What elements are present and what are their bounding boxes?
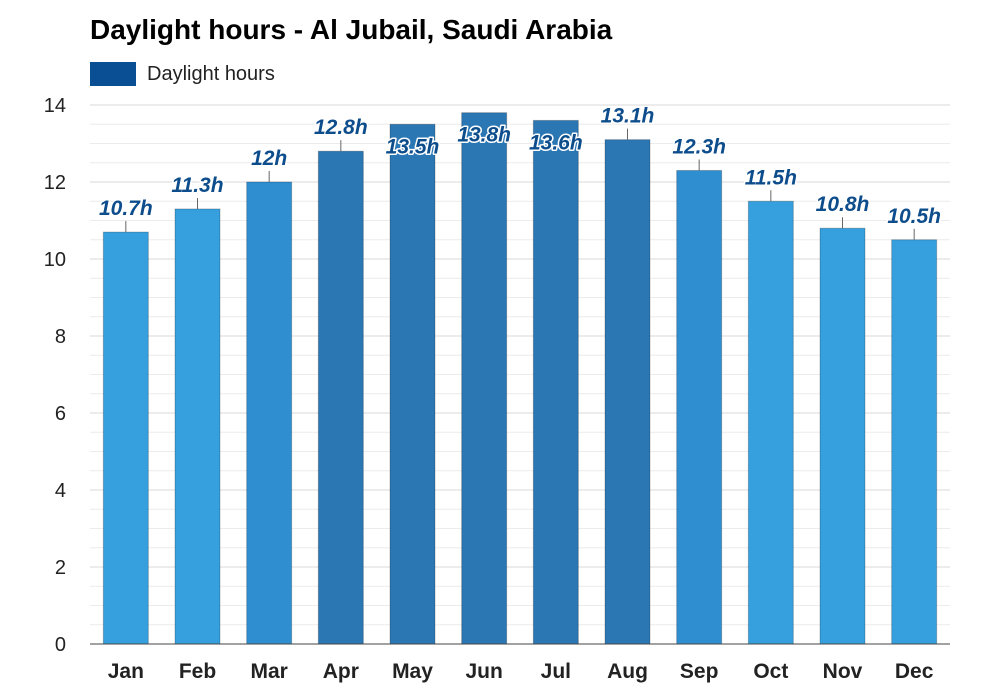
data-label: 13.5h: [386, 135, 440, 158]
x-tick-label: Feb: [179, 660, 216, 683]
x-tick-label: Sep: [680, 660, 719, 683]
data-labels: 10.7h 11.3h 12h 12.8h 13.5h 13.8h 13.6h 13.1h 12…: [97, 103, 943, 240]
data-label: 12.3h: [672, 135, 726, 158]
data-label: 12.8h: [314, 116, 368, 139]
x-tick-label: Jan: [108, 660, 144, 683]
data-label: 10.8h: [816, 193, 870, 216]
y-tick-label: 0: [55, 634, 66, 656]
legend: Daylight hours: [90, 61, 275, 87]
bar-apr: [317, 150, 364, 645]
x-tick-label: Aug: [607, 660, 648, 683]
bar-sep: [676, 169, 723, 645]
bar-oct: [747, 200, 794, 645]
bar-mar: [246, 181, 293, 645]
x-tick-label: Nov: [823, 660, 863, 683]
chart-title: Daylight hours - Al Jubail, Saudi Arabia: [90, 14, 613, 45]
data-label: 10.5h: [887, 205, 941, 228]
data-label: 13.6h: [529, 131, 583, 154]
x-tick-label: May: [392, 660, 433, 683]
y-tick-label: 6: [55, 403, 66, 425]
bar-jun: [461, 112, 508, 645]
x-tick-label: Jul: [541, 660, 571, 683]
data-label: 13.8h: [457, 124, 511, 147]
bar-jul: [532, 119, 579, 645]
data-label: 13.1h: [601, 105, 655, 128]
data-label: 12h: [251, 147, 287, 170]
bar-nov: [819, 227, 866, 645]
x-tick-label: Jun: [465, 660, 502, 683]
bar-aug: [604, 139, 651, 645]
x-tick-label: Oct: [753, 660, 788, 683]
axes: 0 2 4 6 8 10 12 14 Jan Feb Mar Apr May Jun Jul Aug Sep Oc…: [44, 95, 950, 683]
x-tick-label: Apr: [323, 660, 359, 683]
bar-jan: [102, 231, 149, 645]
legend-swatch: [90, 62, 136, 86]
y-tick-label: 12: [44, 172, 66, 194]
data-label: 10.7h: [99, 197, 153, 220]
x-tick-label: Dec: [895, 660, 934, 683]
gridlines: [90, 104, 950, 645]
data-label: 11.3h: [171, 174, 223, 197]
y-tick-label: 8: [55, 326, 66, 348]
y-tick-label: 4: [55, 480, 66, 502]
y-tick-label: 2: [55, 557, 66, 579]
legend-label: Daylight hours: [147, 62, 275, 85]
bars: [102, 112, 938, 645]
data-label: 11.5h: [745, 166, 797, 189]
bar-dec: [891, 239, 938, 645]
y-tick-label: 10: [44, 249, 66, 271]
bar-feb: [174, 208, 221, 645]
bar-may: [389, 123, 436, 645]
y-tick-label: 14: [44, 95, 66, 117]
x-tick-label: Mar: [250, 660, 287, 683]
